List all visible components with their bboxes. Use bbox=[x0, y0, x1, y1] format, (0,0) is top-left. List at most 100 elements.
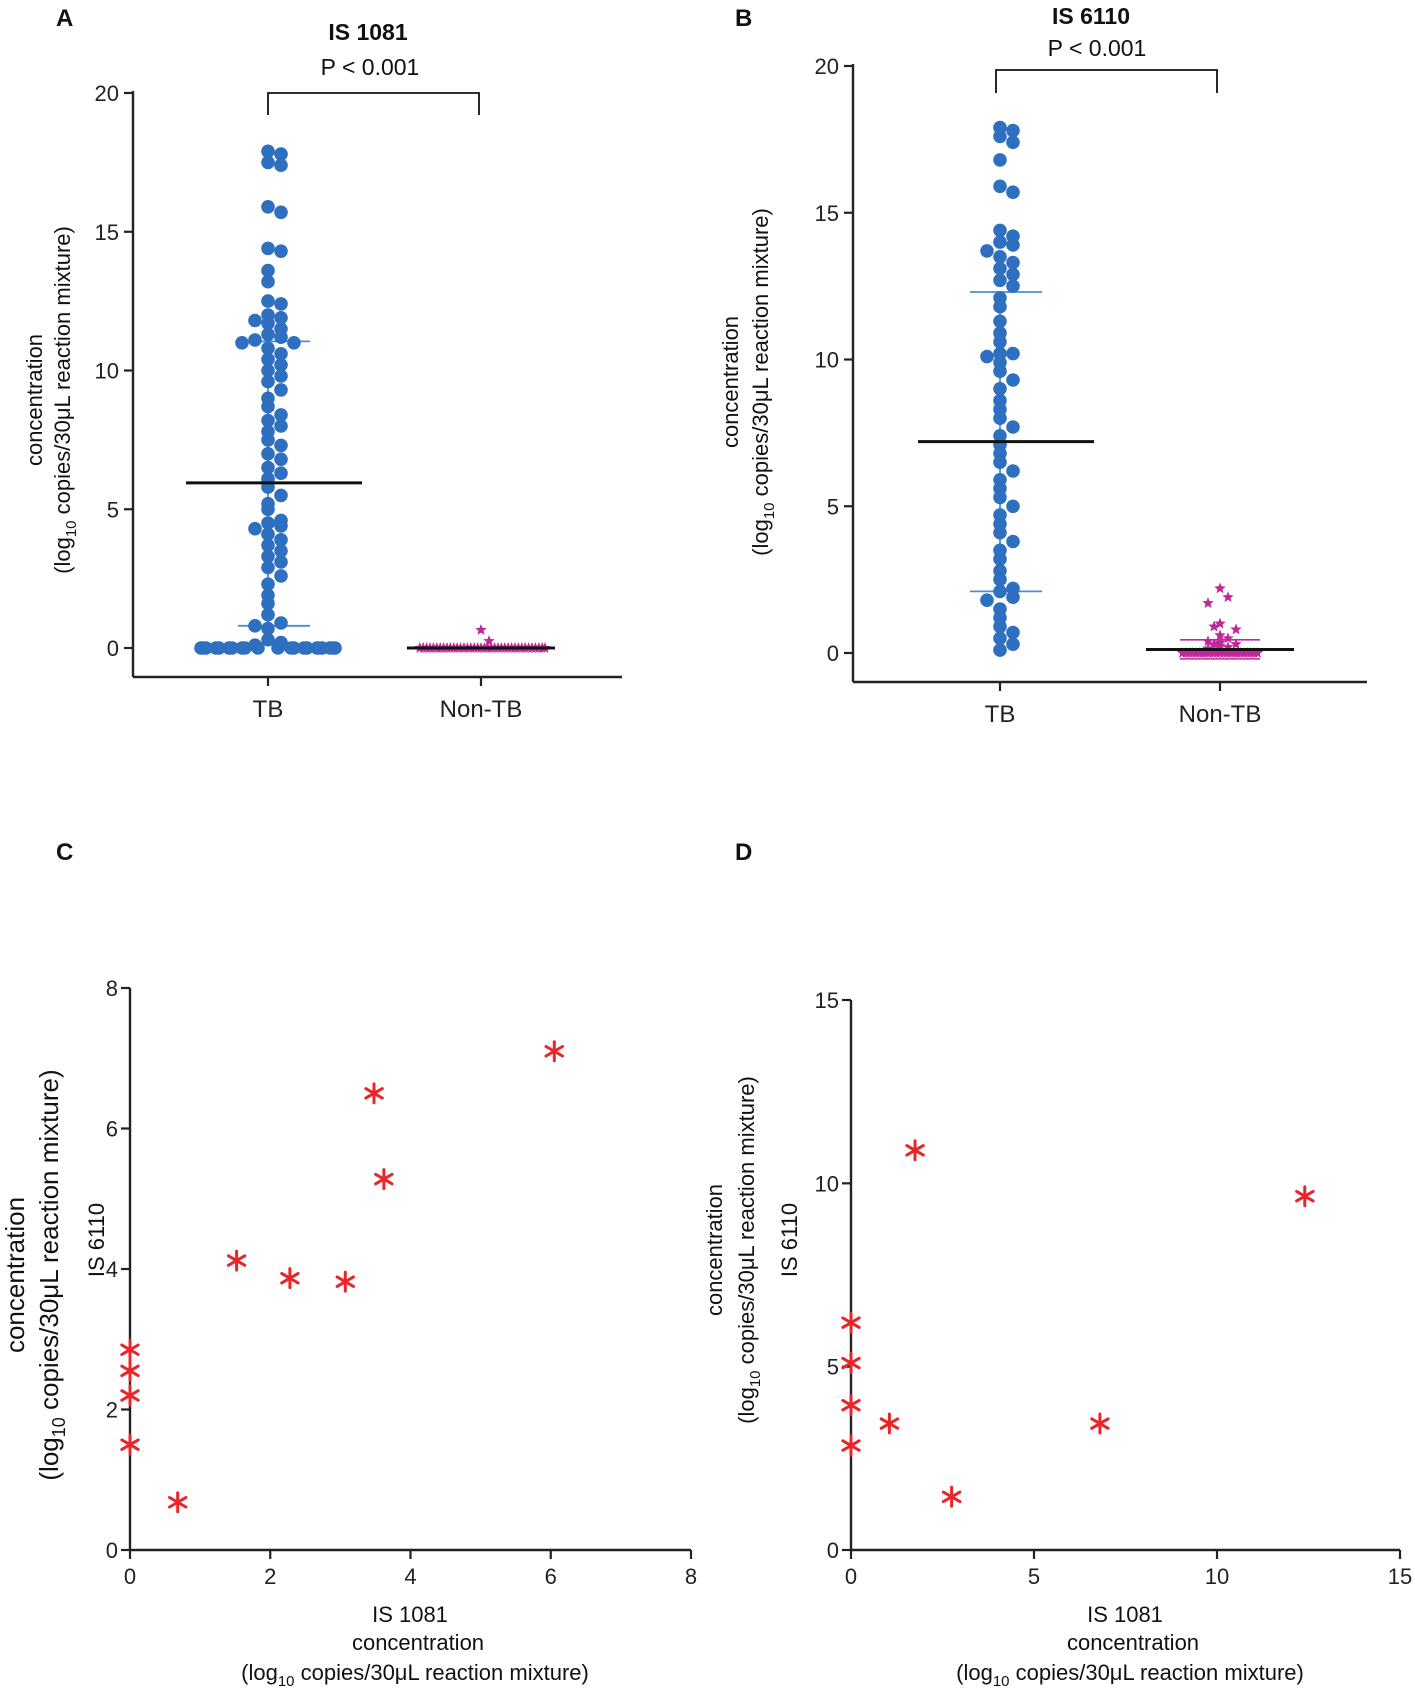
tb-data-point bbox=[274, 369, 288, 383]
tb-data-point bbox=[261, 607, 275, 622]
y-tick-label: 4 bbox=[106, 1257, 118, 1282]
asterisk-stroke bbox=[120, 1364, 140, 1378]
x-tick-label: 5 bbox=[1028, 1564, 1040, 1589]
tb-data-point bbox=[261, 352, 275, 367]
panel-letter-a: A bbox=[56, 5, 73, 32]
scatter-point bbox=[168, 1491, 188, 1514]
panel-letter-c: C bbox=[56, 839, 73, 866]
tb-data-point bbox=[1006, 255, 1020, 270]
x-tick-label: 6 bbox=[545, 1564, 557, 1589]
panel-c-marks bbox=[120, 1040, 564, 1514]
scatter-point bbox=[841, 1352, 861, 1374]
y-tick-label: 20 bbox=[815, 54, 839, 79]
panel-d-ylabel-line1: concentration bbox=[702, 1184, 727, 1316]
tb-data-point bbox=[1006, 238, 1020, 252]
scatter-point bbox=[120, 1359, 140, 1382]
tb-data-point bbox=[1006, 279, 1020, 293]
asterisk-stroke bbox=[841, 1439, 861, 1452]
tb-data-point bbox=[238, 641, 252, 655]
tb-data-point bbox=[274, 419, 288, 433]
tb-data-point bbox=[980, 244, 994, 258]
tb-data-point bbox=[274, 347, 288, 361]
asterisk-stroke bbox=[120, 1343, 140, 1356]
panel-b-title: IS 6110 bbox=[1052, 3, 1130, 29]
tb-data-point bbox=[251, 641, 265, 655]
tb-data-point bbox=[1006, 420, 1020, 434]
tb-data-point bbox=[993, 273, 1007, 288]
panel-c-ylabel-top: IS 6110 bbox=[84, 1203, 109, 1277]
non-tb-data-point bbox=[1222, 632, 1234, 644]
panel-b-ylabel: concentration (log10 copies/30μL reactio… bbox=[718, 208, 778, 556]
tb-data-point bbox=[274, 205, 288, 220]
asterisk-stroke bbox=[120, 1438, 140, 1451]
tb-data-point bbox=[980, 593, 994, 607]
asterisk-stroke bbox=[1295, 1189, 1315, 1203]
y-tick-label: 0 bbox=[106, 1538, 118, 1563]
asterisk-stroke bbox=[226, 1254, 247, 1267]
asterisk-stroke bbox=[364, 1087, 384, 1100]
tb-data-point bbox=[1006, 534, 1020, 549]
tb-data-point bbox=[261, 155, 275, 170]
asterisk-stroke bbox=[280, 1271, 300, 1285]
tb-data-point bbox=[271, 641, 285, 655]
panel-a: A IS 1081 P < 0.001 concentration (log10… bbox=[22, 5, 622, 723]
tb-data-point bbox=[993, 223, 1007, 238]
tb-data-point bbox=[225, 641, 239, 655]
tb-data-point bbox=[261, 341, 275, 356]
tb-data-point bbox=[274, 533, 288, 547]
tb-data-point bbox=[261, 413, 275, 428]
panel-d-ylabel-series: IS 6110 bbox=[777, 1203, 802, 1277]
scatter-point bbox=[841, 1434, 861, 1457]
panel-c-xlabel-line3: (log10 copies/30μL reaction mixture) bbox=[241, 1660, 589, 1690]
panel-d-ylabel-line2: (log10 copies/30μL reaction mixture) bbox=[734, 1076, 764, 1424]
scatter-point bbox=[374, 1168, 394, 1191]
tb-data-point bbox=[993, 314, 1007, 329]
panel-d-xlabel-line1: IS 1081 bbox=[1087, 1602, 1163, 1627]
tb-data-point bbox=[274, 383, 288, 397]
scatter-point bbox=[905, 1139, 925, 1162]
asterisk-stroke bbox=[374, 1172, 394, 1186]
tb-data-point bbox=[261, 363, 275, 378]
tb-data-point bbox=[993, 364, 1007, 379]
tb-data-point bbox=[261, 516, 275, 530]
panel-d: D concentration (log10 copies/30μL react… bbox=[702, 839, 1412, 1690]
tb-data-point bbox=[274, 311, 288, 325]
panel-c-ylabel-line2: (log10 copies/30μL reaction mixture) bbox=[34, 1069, 69, 1480]
non-tb-data-point bbox=[1214, 617, 1226, 629]
tb-data-point bbox=[993, 235, 1007, 249]
tb-data-point bbox=[993, 411, 1007, 426]
non-tb-data-point bbox=[1176, 647, 1189, 658]
non-tb-data-point bbox=[1202, 597, 1214, 608]
panel-a-significance-bracket bbox=[267, 92, 480, 115]
panel-a-title: IS 1081 bbox=[328, 19, 407, 45]
tb-data-point bbox=[261, 274, 275, 289]
panel-c-ylabel: concentration (log10 copies/30μL reactio… bbox=[0, 1069, 69, 1480]
tb-data-point bbox=[261, 596, 275, 611]
tb-data-point bbox=[248, 333, 262, 347]
tb-data-point bbox=[248, 313, 262, 328]
x-tick-label: 8 bbox=[685, 1564, 697, 1589]
tb-data-point bbox=[1006, 135, 1020, 150]
tb-data-point bbox=[274, 488, 288, 503]
non-tb-data-point bbox=[1202, 635, 1214, 647]
panel-a-ylabel-line2: (log10 copies/30μL reaction mixture) bbox=[50, 226, 80, 574]
non-tb-data-point bbox=[1208, 620, 1220, 632]
tb-data-point bbox=[274, 555, 288, 569]
tb-data-point bbox=[235, 336, 249, 350]
tb-data-point bbox=[993, 552, 1007, 566]
panel-a-marks bbox=[186, 144, 555, 655]
tb-data-point bbox=[261, 144, 275, 159]
scatter-point bbox=[879, 1412, 900, 1435]
y-tick-label: 5 bbox=[827, 494, 839, 519]
tb-data-point bbox=[993, 619, 1007, 634]
x-tick-label: 2 bbox=[264, 1564, 276, 1589]
non-tb-data-point bbox=[1222, 591, 1234, 603]
tb-data-point bbox=[1006, 123, 1020, 138]
asterisk-stroke bbox=[941, 1490, 962, 1504]
tb-data-point bbox=[261, 433, 275, 447]
panel-a-ylabel: concentration (log10 copies/30μL reactio… bbox=[22, 226, 80, 574]
x-tick-label: 0 bbox=[845, 1564, 857, 1589]
y-tick-label: 10 bbox=[815, 1171, 839, 1196]
tb-data-point bbox=[274, 452, 288, 467]
